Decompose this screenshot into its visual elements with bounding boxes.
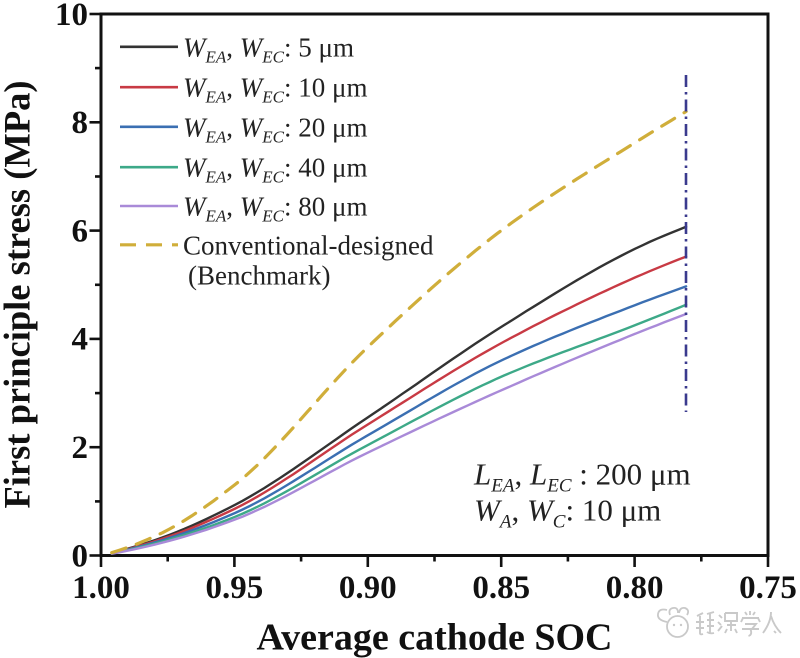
svg-text:0: 0	[72, 538, 89, 574]
svg-text:(Benchmark): (Benchmark)	[188, 261, 330, 291]
svg-text:4: 4	[72, 322, 89, 358]
svg-text:0.75: 0.75	[739, 570, 797, 606]
svg-text:10: 10	[55, 0, 88, 33]
svg-text:WEA, WEC: 40 μm: WEA, WEC: 40 μm	[183, 153, 368, 187]
svg-text:Conventional-designed: Conventional-designed	[183, 230, 434, 260]
svg-text:Average cathode SOC: Average cathode SOC	[256, 617, 612, 658]
svg-text:6: 6	[72, 213, 89, 249]
svg-text:WA, WC: 10 μm: WA, WC: 10 μm	[474, 493, 661, 533]
svg-text:WEA, WEC: 80 μm: WEA, WEC: 80 μm	[183, 192, 368, 226]
svg-text:LEA, LEC : 200 μm: LEA, LEC : 200 μm	[473, 456, 691, 496]
svg-text:2: 2	[72, 430, 89, 466]
svg-text:WEA, WEC: 20 μm: WEA, WEC: 20 μm	[183, 112, 368, 146]
svg-text:First principle stress (MPa): First principle stress (MPa)	[0, 80, 38, 508]
svg-text:1.00: 1.00	[72, 570, 130, 606]
svg-text:WEA, WEC: 5 μm: WEA, WEC: 5 μm	[183, 32, 354, 66]
svg-text:0.80: 0.80	[606, 570, 664, 606]
svg-text:0.90: 0.90	[339, 570, 397, 606]
svg-text:0.95: 0.95	[206, 570, 264, 606]
svg-text:0.85: 0.85	[472, 570, 530, 606]
svg-text:WEA, WEC: 10 μm: WEA, WEC: 10 μm	[183, 73, 368, 107]
svg-text:8: 8	[72, 105, 89, 141]
